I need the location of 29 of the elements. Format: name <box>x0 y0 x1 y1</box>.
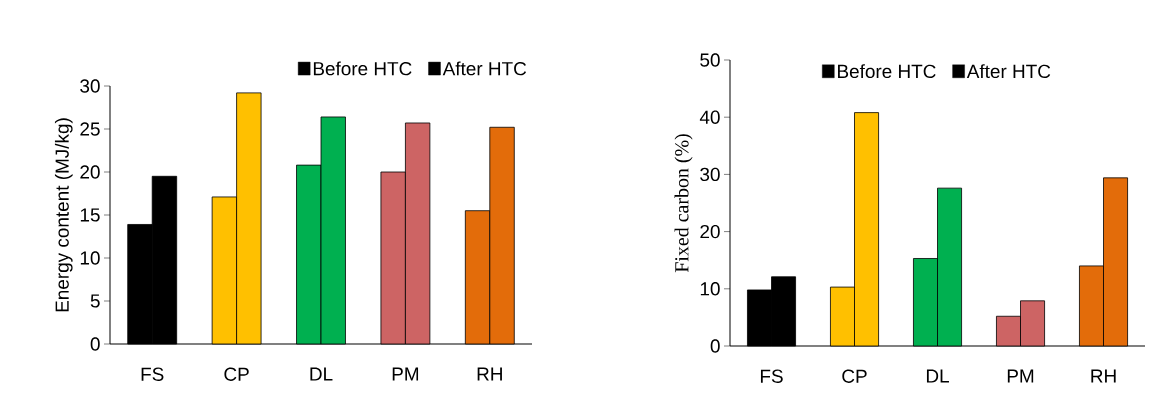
y-tick-label: 10 <box>80 251 100 265</box>
y-tick-label: 40 <box>699 110 720 124</box>
y-axis-title: Energy content (MJ/kg) <box>54 118 73 312</box>
x-tick-label: RH <box>1091 369 1116 383</box>
y-tick-label: 25 <box>80 122 100 136</box>
legend-label: After HTC <box>966 64 1051 79</box>
x-tick-label: DL <box>926 369 949 383</box>
x-tick-label: FS <box>141 367 164 381</box>
x-tick-label: RH <box>477 367 502 381</box>
y-tick-label: 30 <box>700 167 720 182</box>
legend-label: After HTC <box>442 61 527 76</box>
y-tick-label: 30 <box>80 79 100 93</box>
y-tick-label: 10 <box>700 282 720 296</box>
y-tick-label: 20 <box>80 165 100 179</box>
x-tick-label: CP <box>224 367 249 381</box>
y-tick-label: 15 <box>80 208 100 222</box>
x-tick-label: CP <box>842 369 867 383</box>
x-tick-label: DL <box>310 367 333 381</box>
y-tick-label: 0 <box>710 339 720 353</box>
y-tick-label: 5 <box>90 294 100 308</box>
x-tick-label: PM <box>392 367 419 381</box>
legend-label: Before HTC <box>838 64 936 79</box>
y-tick-label: 20 <box>700 224 720 239</box>
y-tick-label: 0 <box>90 337 100 351</box>
y-tick-label: 50 <box>700 53 720 67</box>
legend-label: Before HTC <box>313 61 412 76</box>
y-axis-title: Fixed carbon (%) <box>674 134 693 273</box>
x-tick-label: PM <box>1007 369 1034 383</box>
x-tick-label: FS <box>760 369 783 383</box>
